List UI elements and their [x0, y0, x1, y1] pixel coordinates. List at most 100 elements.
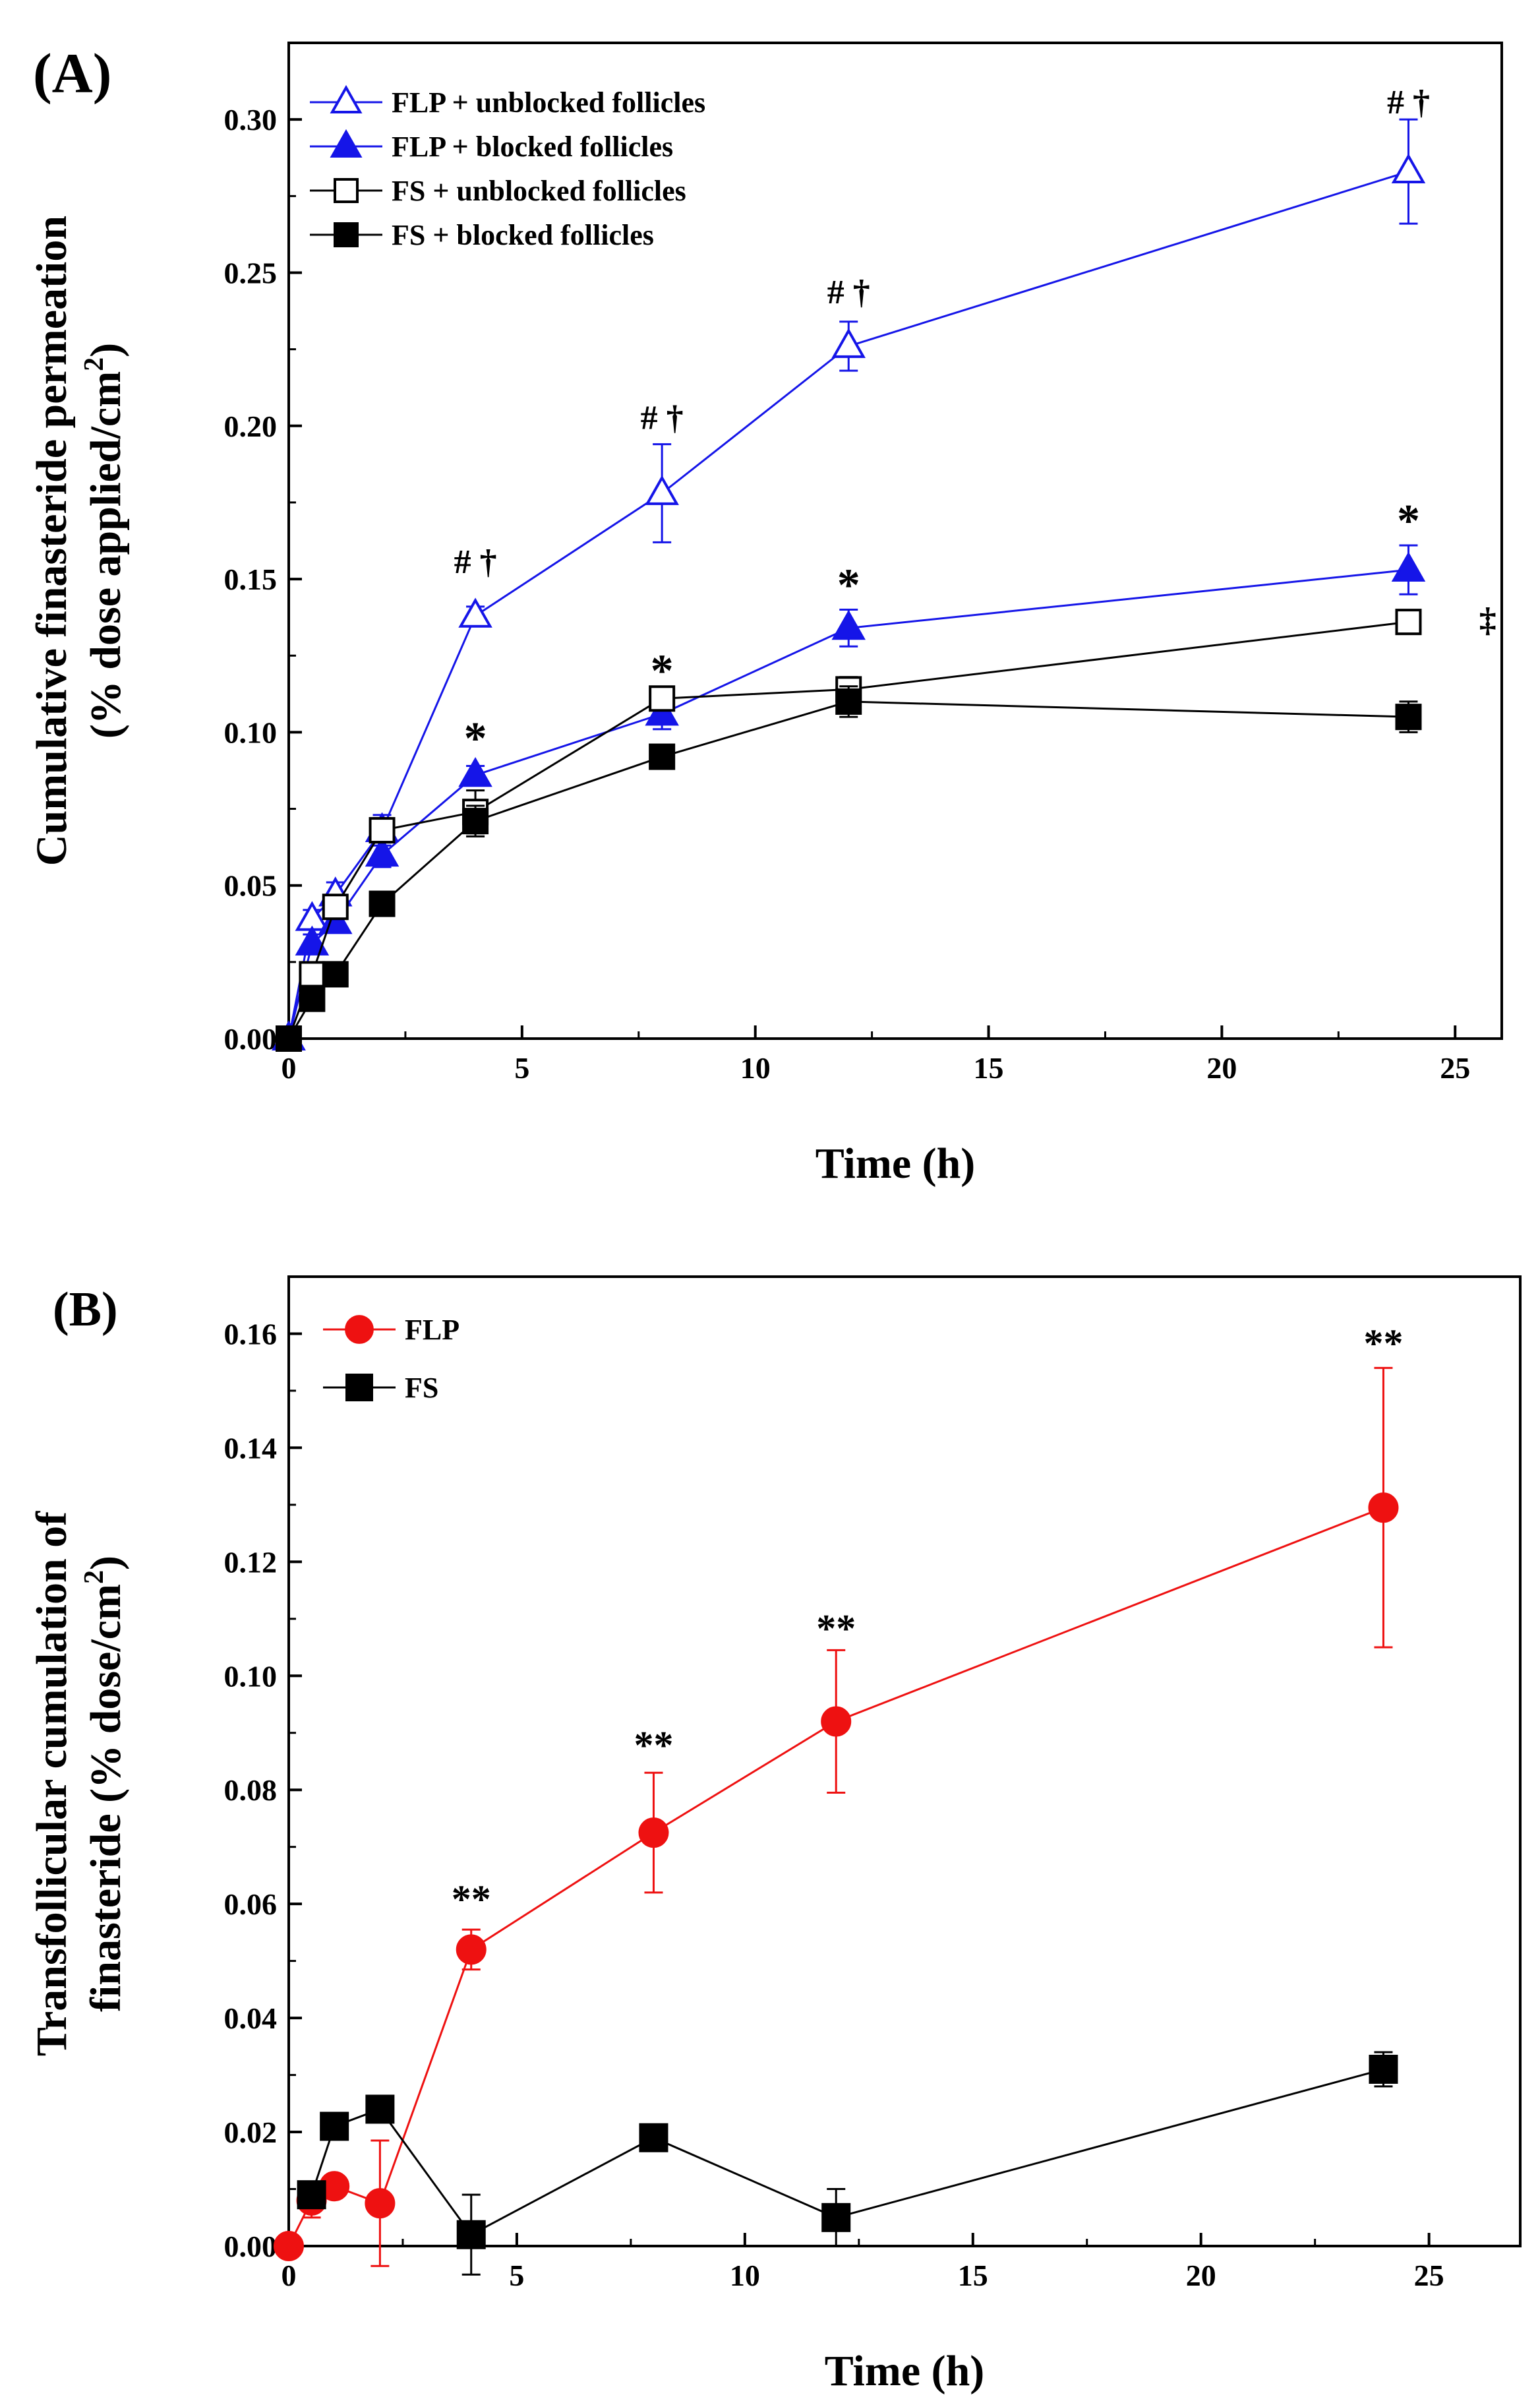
- data-point: [456, 1934, 487, 1965]
- data-point: [274, 2231, 304, 2261]
- legend-label: FS + blocked follicles: [392, 219, 654, 251]
- data-point: [831, 609, 866, 640]
- legend-marker: [330, 129, 363, 158]
- panel-b-y-label-line1: Transfollicular cumulation of: [28, 1511, 76, 2056]
- x-tick-label: 5: [509, 2259, 524, 2292]
- significance-mark: # †: [827, 274, 870, 311]
- panel-b-series: [274, 1366, 1399, 2276]
- legend-marker: [334, 222, 359, 247]
- x-tick-label: 10: [730, 2259, 760, 2292]
- significance-mark: **: [1363, 1322, 1403, 1365]
- data-point: [276, 1025, 302, 1052]
- significance-mark: **: [452, 1877, 491, 1921]
- y-tick-label: 0.30: [224, 103, 278, 137]
- data-point: [365, 2188, 396, 2219]
- data-point: [320, 2112, 349, 2141]
- significance-mark: *: [1397, 496, 1420, 547]
- legend-label: FLP: [405, 1314, 459, 1346]
- data-point: [649, 685, 676, 712]
- y-tick-label: 0.12: [224, 1545, 278, 1579]
- data-point: [365, 836, 400, 867]
- panel-b-y-label-line2: finasteride (% dose/cm2): [79, 1556, 130, 2012]
- data-point: [458, 597, 492, 628]
- legend-marker: [345, 1374, 373, 1401]
- data-point: [639, 2123, 668, 2152]
- data-point: [369, 817, 396, 844]
- data-point: [462, 808, 489, 835]
- panel-a-y-label-line1: Cumulative finasteride permeation: [28, 216, 76, 866]
- legend-label: FLP + unblocked follicles: [392, 86, 705, 119]
- data-point: [322, 961, 349, 988]
- x-tick-label: 15: [974, 1051, 1004, 1085]
- x-tick-label: 10: [740, 1051, 771, 1085]
- panel-a-legend: FLP + unblocked follicles FLP + blocked f…: [310, 84, 705, 251]
- data-point: [1391, 551, 1426, 582]
- data-point: [1369, 2054, 1398, 2084]
- y-tick-label: 0.02: [224, 2115, 278, 2149]
- significance-mark: *: [651, 646, 674, 697]
- data-point: [1391, 153, 1426, 184]
- data-point: [821, 1706, 852, 1737]
- data-point: [365, 2094, 395, 2124]
- data-point: [458, 756, 492, 787]
- legend-marker: [330, 84, 363, 113]
- x-tick-label: 20: [1186, 2259, 1216, 2292]
- panel-b-legend: FLP FS: [323, 1314, 459, 1404]
- y-tick-label: 0.10: [224, 715, 278, 749]
- y-tick-label: 0.06: [224, 1887, 278, 1921]
- y-tick-label: 0.04: [224, 2001, 278, 2035]
- data-point: [638, 1817, 669, 1848]
- data-point: [821, 2203, 851, 2232]
- panel-b-y-axis: 0.00 0.02 0.04 0.06 0.08 0.10 0.12 0.14 0.16: [224, 1317, 302, 2263]
- data-point: [456, 2220, 486, 2249]
- data-point: [1395, 609, 1422, 636]
- panel-a-chart: (A) 0 5 10 15 20 25 0.000.050.100.150.200.250…: [28, 42, 1503, 1188]
- panel-b-x-axis: 0 5 10 15 20 25: [281, 2233, 1444, 2292]
- legend-label: FS + unblocked follicles: [392, 175, 686, 207]
- significance-mark: # †: [1387, 84, 1430, 121]
- panel-b-plot-frame: [287, 1275, 1522, 2247]
- significance-mark: **: [634, 1724, 673, 1767]
- data-point: [322, 894, 349, 921]
- data-point: [645, 475, 679, 505]
- y-tick-label: 0.14: [224, 1431, 278, 1465]
- panel-a-y-axis: 0.00 0.05 0.10 0.15 0.20 0.25 0.30: [224, 103, 302, 1056]
- panel-b-chart: (B) 0 5 10 15 20 25 0.000.020.040.060.080.100…: [28, 1275, 1522, 2395]
- x-tick-label: 20: [1206, 1051, 1237, 1085]
- panel-a-series: [272, 118, 1426, 1052]
- y-tick-label: 0.25: [224, 256, 278, 289]
- x-tick-label: 0: [281, 2259, 297, 2292]
- y-tick-label: 0.00: [224, 2230, 278, 2263]
- y-tick-label: 0.20: [224, 410, 278, 443]
- x-tick-label: 15: [958, 2259, 988, 2292]
- data-point: [297, 2180, 326, 2210]
- y-tick-label: 0.15: [224, 563, 278, 596]
- y-tick-label: 0.10: [224, 1659, 278, 1693]
- significance-mark: **: [816, 1606, 856, 1650]
- x-tick-label: 25: [1414, 2259, 1444, 2292]
- series-line: [287, 700, 1409, 1039]
- panel-a-plot-frame: [287, 42, 1503, 1040]
- x-tick-label: 5: [514, 1051, 529, 1085]
- significance-mark: ‡: [1479, 601, 1496, 639]
- x-tick-label: 25: [1440, 1051, 1470, 1085]
- data-point: [369, 890, 396, 917]
- panel-b-label: (B): [53, 1283, 118, 1337]
- panel-a-y-label-line2: (% dose applied/cm2): [79, 343, 130, 739]
- panel-b-annotations: ** ** ** **: [452, 1322, 1404, 1921]
- panel-b-y-axis-label: Transfollicular cumulation of finasterid…: [28, 1511, 130, 2056]
- data-point: [299, 985, 326, 1012]
- panel-a-x-axis-label: Time (h): [815, 1140, 976, 1188]
- legend-marker: [334, 178, 359, 203]
- x-tick-label: 0: [281, 1051, 297, 1085]
- data-point: [649, 743, 676, 770]
- panel-a-y-axis-label: Cumulative finasteride permeation (% dos…: [28, 216, 130, 866]
- significance-mark: *: [464, 714, 487, 764]
- panel-a-label: (A): [33, 42, 111, 105]
- panel-a-annotations: # † # † # † # † * * * * ‡: [454, 84, 1496, 764]
- y-tick-label: 0.05: [224, 869, 278, 903]
- data-point: [835, 688, 862, 715]
- data-point: [831, 328, 866, 358]
- data-point: [1395, 704, 1422, 731]
- y-tick-label: 0.16: [224, 1317, 278, 1351]
